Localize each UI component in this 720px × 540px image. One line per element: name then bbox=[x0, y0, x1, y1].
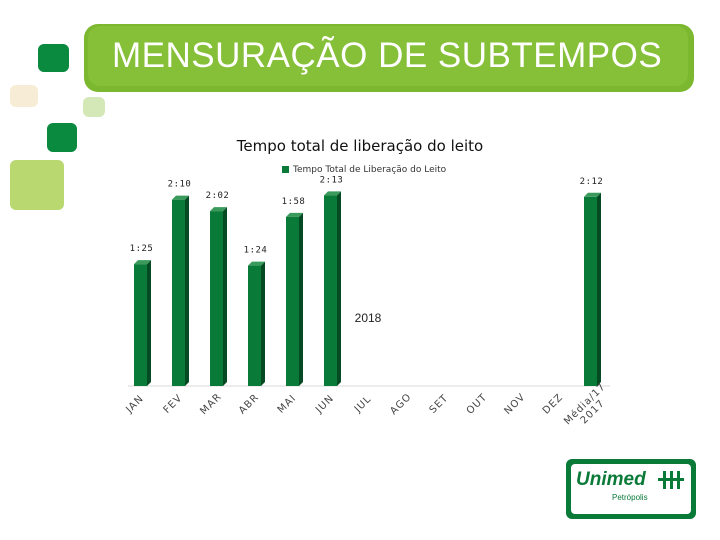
bar-side-4 bbox=[299, 212, 303, 386]
x-tick-label-7: AGO bbox=[388, 391, 414, 417]
data-label-5: 2:13 bbox=[320, 175, 344, 185]
bar-front-5 bbox=[324, 195, 337, 386]
annotation-2018: 2018 bbox=[355, 311, 382, 325]
bar-side-2 bbox=[223, 207, 227, 386]
data-label-0: 1:25 bbox=[130, 244, 154, 254]
x-tick-line-7-0: AGO bbox=[388, 391, 414, 417]
bar-0 bbox=[134, 260, 151, 386]
x-tick-line-11-0: DEZ bbox=[541, 392, 566, 417]
bar-side-12 bbox=[597, 192, 601, 386]
logo-name: Unimed bbox=[576, 469, 646, 490]
slide-title: MENSURAÇÃO DE SUBTEMPOS bbox=[112, 36, 663, 75]
x-tick-line-3-0: ABR bbox=[237, 392, 262, 417]
x-tick-label-8: SET bbox=[428, 393, 451, 416]
x-tick-line-10-0: NOV bbox=[502, 391, 527, 416]
x-tick-label-1: FEV bbox=[162, 393, 185, 416]
unimed-tree-icon bbox=[658, 471, 684, 489]
decor-square-dark-green bbox=[38, 44, 69, 72]
data-label-4: 1:58 bbox=[282, 197, 306, 207]
decor-square-light bbox=[10, 85, 38, 107]
bar-front-1 bbox=[172, 199, 185, 386]
x-tick-label-9: OUT bbox=[465, 392, 490, 417]
bar-12 bbox=[584, 192, 601, 386]
bar-top-12 bbox=[584, 192, 601, 197]
x-tick-label-5: JUN bbox=[313, 393, 336, 416]
x-tick-label-2: MAR bbox=[198, 391, 224, 417]
bar-front-4 bbox=[286, 216, 299, 386]
decor-square-lime bbox=[10, 160, 64, 210]
bar-top-2 bbox=[210, 207, 227, 212]
bar-side-1 bbox=[185, 195, 189, 386]
x-tick-label-3: ABR bbox=[237, 392, 262, 417]
x-tick-label-6: JUL bbox=[352, 394, 374, 416]
bar-front-3 bbox=[248, 265, 261, 386]
x-tick-line-1-0: FEV bbox=[162, 393, 185, 416]
bar-2 bbox=[210, 207, 227, 386]
x-tick-label-4: MAI bbox=[276, 393, 299, 416]
chart-title: Tempo total de liberação do leito bbox=[236, 137, 484, 155]
x-tick-line-9-0: OUT bbox=[465, 392, 490, 417]
x-tick-label-0: JAN bbox=[124, 393, 147, 416]
bar-top-3 bbox=[248, 261, 265, 266]
x-tick-line-8-0: SET bbox=[428, 393, 451, 416]
chart-legend: Tempo Total de Liberação do Leito bbox=[282, 165, 446, 175]
bar-side-5 bbox=[337, 191, 341, 386]
data-label-3: 1:24 bbox=[244, 246, 268, 256]
x-tick-line-4-0: MAI bbox=[276, 393, 299, 416]
bar-side-0 bbox=[147, 260, 151, 386]
bar-front-0 bbox=[134, 264, 147, 386]
data-label-1: 2:10 bbox=[168, 180, 192, 190]
bar-front-12 bbox=[584, 196, 597, 386]
x-tick-line-6-0: JUL bbox=[352, 394, 374, 416]
x-tick-label-10: NOV bbox=[502, 391, 527, 416]
bar-top-1 bbox=[172, 195, 189, 200]
legend-label: Tempo Total de Liberação do Leito bbox=[293, 165, 447, 175]
x-tick-line-5-0: JUN bbox=[313, 393, 336, 416]
data-label-2: 2:02 bbox=[206, 191, 230, 201]
bar-front-2 bbox=[210, 211, 223, 386]
data-label-12: 2:12 bbox=[580, 177, 604, 187]
bar-1 bbox=[172, 195, 189, 386]
x-tick-line-2-0: MAR bbox=[198, 391, 224, 417]
x-tick-line-0-0: JAN bbox=[124, 393, 147, 416]
decor-square-dark-green-2 bbox=[47, 123, 77, 152]
bar-5 bbox=[324, 191, 341, 386]
bar-top-5 bbox=[324, 191, 341, 196]
bar-top-0 bbox=[134, 260, 151, 265]
legend-swatch bbox=[282, 166, 289, 173]
decor-square-pale-green bbox=[83, 97, 105, 117]
unimed-logo: Unimed Petrópolis bbox=[566, 459, 696, 519]
title-bar-inner bbox=[88, 26, 688, 86]
bar-top-4 bbox=[286, 212, 303, 217]
bar-side-3 bbox=[261, 261, 265, 386]
bar-4 bbox=[286, 212, 303, 386]
x-tick-label-12: Média/172017 bbox=[561, 380, 616, 435]
logo-city: Petrópolis bbox=[612, 493, 648, 502]
bar-3 bbox=[248, 261, 265, 386]
x-tick-label-11: DEZ bbox=[541, 392, 566, 417]
